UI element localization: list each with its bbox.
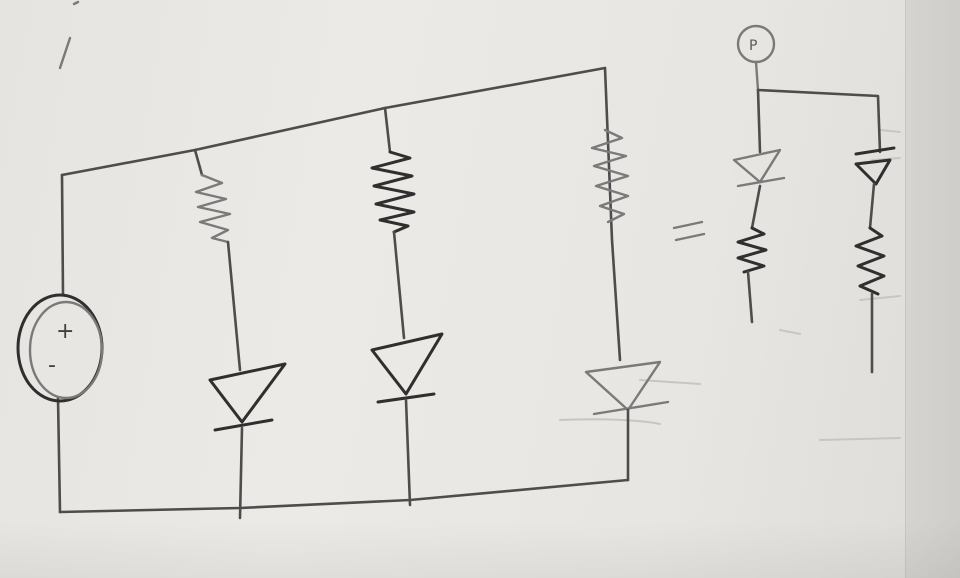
sub-branch-2-resistor [854,226,886,296]
top-wire [60,66,607,177]
sub-branch-1-diode-triangle [732,148,782,184]
branch-3-resistor [590,128,630,224]
sub-branch-1-diode-bar [736,176,786,188]
sub-branch-1-wire-mid [750,184,762,230]
branch-2-wire-mid [392,230,406,340]
branch-3-diode-bar [592,400,670,416]
sub-branch-2-diode-bar [854,146,896,156]
branch-3 [584,128,670,482]
sub-branch-1-resistor [736,226,768,274]
probe-wire [754,60,760,92]
branch-1-wire-mid [226,240,242,372]
branch-2-wire-top [383,106,392,154]
branch-2-wire-bottom [404,398,412,507]
sub-branch-2-wire-mid [868,182,876,230]
branch-2-diode-bar [376,392,436,404]
branch-1-wire-bottom [238,426,244,520]
source-plus-label: + [56,319,74,344]
probe-label: P [749,38,757,54]
sub-branch-2-diode-triangle [854,158,892,186]
equivalent-circuit: P [732,24,896,374]
sub-branch-1-wire-bottom [746,270,754,324]
branch-1-resistor [194,173,232,244]
page-shadow [0,520,960,578]
stray-mark-top [72,0,80,6]
left-rail-lower [56,396,62,514]
left-rail [60,173,65,297]
branch-1-diode-triangle [208,362,287,424]
source-circle-inner [28,300,104,400]
right-rail [603,66,622,362]
branch-1 [193,148,287,520]
branch-1-diode-bar [213,418,274,432]
source-minus-label: - [48,353,56,378]
branch-2-resistor [370,150,416,234]
branch-1-wire-top [193,148,204,177]
stray-mark [58,36,72,70]
split-wire [756,88,882,154]
bottom-wire [58,478,630,514]
equals-sign [672,220,706,242]
branch-3-diode-triangle [584,360,662,412]
page-edge [905,0,960,578]
branch-2 [370,106,444,507]
branch-2-diode-triangle [370,332,444,396]
sub-branch-1-wire [756,88,762,154]
voltage-source: + - [16,293,104,403]
